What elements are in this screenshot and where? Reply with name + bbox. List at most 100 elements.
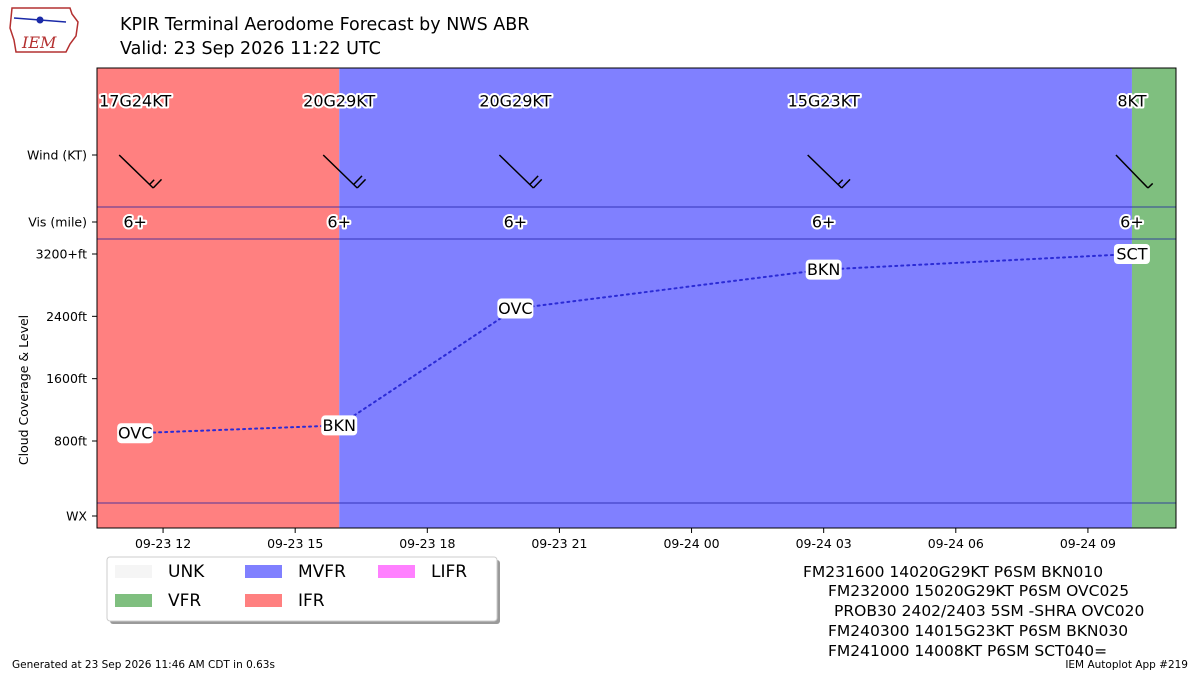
- svg-text:OVC: OVC: [498, 299, 532, 318]
- legend-item-unk: UNK: [115, 562, 205, 582]
- wind-barb: [322, 154, 367, 189]
- taf-line: FM240300 14015G23KT P6SM BKN030: [828, 622, 1128, 640]
- cloud-coverage-label: OVC: [497, 298, 534, 319]
- svg-text:09-24 06: 09-24 06: [928, 536, 984, 551]
- svg-text:20G29KT: 20G29KT: [479, 92, 551, 111]
- svg-text:20G29KT: 20G29KT: [303, 92, 375, 111]
- logo-text: IEM: [21, 33, 57, 52]
- svg-text:MVFR: MVFR: [298, 562, 346, 582]
- wind-barb: [1115, 154, 1154, 189]
- svg-text:20G29KT: 20G29KT: [479, 92, 551, 111]
- svg-text:BKN: BKN: [323, 416, 356, 435]
- svg-text:15G23KT: 15G23KT: [788, 92, 860, 111]
- svg-text:17G24KT: 17G24KT: [99, 92, 171, 111]
- y-tick-level: 3200+ft: [36, 247, 97, 262]
- vis-label: 6+6+: [121, 211, 149, 234]
- svg-text:WX: WX: [66, 509, 87, 524]
- legend-item-ifr: IFR: [245, 591, 325, 611]
- chart-title: KPIR Terminal Aerodome Forecast by NWS A…: [120, 15, 529, 35]
- svg-text:09-23 21: 09-23 21: [531, 536, 587, 551]
- cloud-coverage-label: SCT: [1113, 244, 1150, 264]
- svg-text:BKN: BKN: [807, 260, 840, 279]
- x-tick: 09-23 15: [267, 528, 323, 551]
- footer-generated: Generated at 23 Sep 2026 11:46 AM CDT in…: [12, 659, 275, 671]
- legend-item-mvfr: MVFR: [245, 562, 346, 582]
- y-tick-level: 800ft: [54, 434, 97, 449]
- x-tick: 09-24 09: [1060, 528, 1116, 551]
- footer-app: IEM Autoplot App #219: [1065, 659, 1188, 671]
- svg-text:IFR: IFR: [298, 591, 325, 611]
- vis-label: 6+6+: [1118, 211, 1146, 234]
- svg-text:09-23 12: 09-23 12: [135, 536, 191, 551]
- svg-text:6+: 6+: [123, 213, 147, 232]
- band-vfr: [1131, 68, 1176, 528]
- band-ifr: [97, 68, 340, 528]
- vis-label: 6+6+: [502, 211, 530, 234]
- cloud-coverage-label: OVC: [117, 423, 154, 444]
- wind-barbs: [118, 154, 1154, 189]
- x-axis: 09-23 12 09-23 15 09-23 18 09-23 21 09-24 00…: [135, 528, 1116, 551]
- logo-dot: [36, 16, 44, 24]
- y-tick-wx: WX: [66, 509, 97, 524]
- x-tick: 09-23 12: [135, 528, 191, 551]
- svg-text:17G24KT: 17G24KT: [99, 92, 171, 111]
- vis-label: 6+6+: [810, 211, 838, 234]
- svg-text:VFR: VFR: [168, 591, 201, 611]
- x-tick: 09-24 03: [796, 528, 852, 551]
- svg-text:09-24 00: 09-24 00: [663, 536, 719, 551]
- svg-text:3200+ft: 3200+ft: [36, 247, 87, 262]
- svg-text:6+: 6+: [812, 213, 836, 232]
- svg-text:UNK: UNK: [168, 562, 205, 582]
- svg-text:15G23KT: 15G23KT: [788, 92, 860, 111]
- x-tick: 09-23 21: [531, 528, 588, 551]
- taf-line: FM232000 15020G29KT P6SM OVC025: [828, 582, 1129, 600]
- svg-text:09-23 15: 09-23 15: [267, 536, 323, 551]
- svg-text:20G29KT: 20G29KT: [303, 92, 375, 111]
- iem-logo: IEM: [9, 7, 79, 53]
- svg-text:6+: 6+: [1120, 213, 1144, 232]
- y-tick-wind: Wind (KT): [27, 148, 97, 163]
- svg-text:1600ft: 1600ft: [46, 371, 87, 386]
- svg-text:8KT: 8KT: [1117, 92, 1146, 111]
- svg-text:SCT: SCT: [1116, 245, 1147, 264]
- y-tick-level: 2400ft: [46, 309, 97, 324]
- svg-text:6+: 6+: [327, 213, 351, 232]
- svg-text:09-23 18: 09-23 18: [399, 536, 455, 551]
- svg-text:8KT: 8KT: [1117, 92, 1146, 111]
- wind-barb: [807, 154, 851, 189]
- x-tick: 09-24 06: [928, 528, 984, 551]
- svg-text:09-24 09: 09-24 09: [1060, 536, 1116, 551]
- svg-text:6+: 6+: [327, 213, 351, 232]
- plot-frame: [96, 67, 1177, 529]
- x-tick: 09-23 18: [399, 528, 455, 551]
- chart-subtitle: Valid: 23 Sep 2026 11:22 UTC: [120, 39, 381, 59]
- svg-text:Wind (KT): Wind (KT): [27, 148, 87, 163]
- svg-text:Vis (mile): Vis (mile): [28, 215, 87, 230]
- svg-text:6+: 6+: [504, 213, 528, 232]
- svg-text:OVC: OVC: [118, 424, 152, 443]
- wind-barb: [498, 154, 543, 189]
- svg-text:2400ft: 2400ft: [46, 309, 87, 324]
- svg-text:6+: 6+: [1120, 213, 1144, 232]
- cloud-coverage-label: BKN: [805, 259, 842, 280]
- taf-line: FM231600 14020G29KT P6SM BKN010: [803, 563, 1103, 581]
- legend: UNK VFR MVFR IFR LIFR: [106, 556, 500, 624]
- band-mvfr: [339, 68, 1132, 528]
- svg-text:6+: 6+: [812, 213, 836, 232]
- svg-text:6+: 6+: [504, 213, 528, 232]
- legend-item-lifr: LIFR: [378, 562, 467, 582]
- forecast-annotations: 17G24KT17G24KT6+6+OVC20G29KT20G29KT6+6+B…: [97, 90, 1150, 444]
- y-axis: Wind (KT) Vis (mile) WX 800ft 1600ft 2400ft 32…: [27, 148, 97, 524]
- y-axis-label: Cloud Coverage & Level: [16, 315, 31, 465]
- cloud-coverage-label: BKN: [321, 415, 358, 436]
- svg-text:800ft: 800ft: [54, 434, 87, 449]
- flight-category-bands: [97, 68, 1176, 528]
- svg-text:LIFR: LIFR: [431, 562, 467, 582]
- taf-line: PROB30 2402/2403 5SM -SHRA OVC020: [834, 602, 1144, 620]
- x-tick: 09-24 00: [663, 528, 720, 551]
